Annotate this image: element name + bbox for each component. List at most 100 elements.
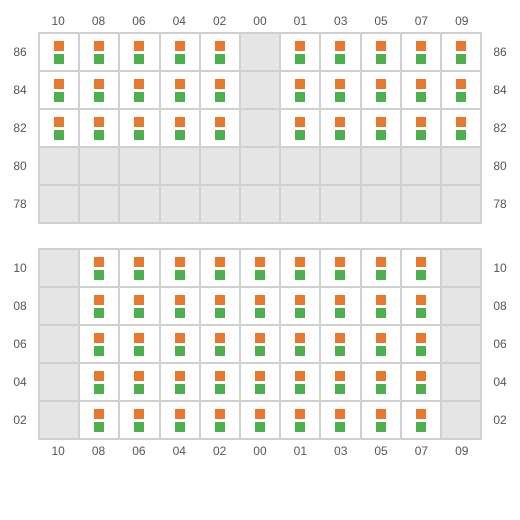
- slot-populated: [320, 363, 360, 401]
- status-marker-top: [94, 409, 104, 419]
- status-marker-top: [175, 295, 185, 305]
- status-marker-top: [175, 79, 185, 89]
- status-marker-bottom: [376, 270, 386, 280]
- slot-empty: [240, 33, 280, 71]
- status-marker-top: [134, 295, 144, 305]
- status-marker-top: [376, 41, 386, 51]
- slot-populated: [39, 71, 79, 109]
- col-header: 00: [240, 14, 280, 28]
- row-label-left: 06: [1, 325, 39, 363]
- status-marker-top: [134, 409, 144, 419]
- status-marker-top: [376, 333, 386, 343]
- status-marker-top: [134, 79, 144, 89]
- slot-populated: [320, 109, 360, 147]
- status-marker-bottom: [94, 308, 104, 318]
- status-marker-bottom: [215, 384, 225, 394]
- status-marker-top: [295, 257, 305, 267]
- status-marker-top: [376, 257, 386, 267]
- status-marker-top: [175, 117, 185, 127]
- status-marker-top: [54, 41, 64, 51]
- row-label-left: 78: [1, 185, 39, 223]
- status-marker-bottom: [376, 384, 386, 394]
- grid-row: [39, 185, 481, 223]
- slot-populated: [280, 325, 320, 363]
- col-header: 09: [442, 14, 482, 28]
- slot-populated: [441, 71, 481, 109]
- status-marker-bottom: [295, 92, 305, 102]
- slot-populated: [240, 401, 280, 439]
- grid-row: [39, 249, 481, 287]
- status-marker-top: [215, 41, 225, 51]
- status-marker-top: [255, 371, 265, 381]
- status-marker-top: [416, 257, 426, 267]
- col-header: 02: [199, 444, 239, 458]
- slot-populated: [401, 71, 441, 109]
- status-marker-bottom: [376, 308, 386, 318]
- slot-populated: [320, 401, 360, 439]
- status-marker-top: [175, 371, 185, 381]
- slot-empty: [39, 363, 79, 401]
- status-marker-top: [456, 117, 466, 127]
- slot-populated: [361, 249, 401, 287]
- slot-populated: [119, 363, 159, 401]
- slot-populated: [401, 401, 441, 439]
- slot-empty: [119, 185, 159, 223]
- status-marker-bottom: [456, 54, 466, 64]
- slot-populated: [200, 363, 240, 401]
- status-marker-bottom: [416, 54, 426, 64]
- status-marker-top: [416, 409, 426, 419]
- col-header: 08: [78, 444, 118, 458]
- slot-populated: [79, 33, 119, 71]
- slot-populated: [200, 71, 240, 109]
- slot-populated: [280, 33, 320, 71]
- grid-row: [39, 401, 481, 439]
- row-label-right: 86: [481, 33, 519, 71]
- slot-empty: [441, 401, 481, 439]
- slot-populated: [79, 363, 119, 401]
- grid-row: [39, 109, 481, 147]
- status-marker-top: [295, 295, 305, 305]
- status-marker-bottom: [335, 346, 345, 356]
- slot-populated: [280, 287, 320, 325]
- status-marker-bottom: [175, 422, 185, 432]
- slot-empty: [401, 185, 441, 223]
- slot-populated: [79, 71, 119, 109]
- grid-row: [39, 325, 481, 363]
- slot-populated: [79, 401, 119, 439]
- col-header: 01: [280, 14, 320, 28]
- col-header: 05: [361, 14, 401, 28]
- rack-diagram: 1008060402000103050709 86868484828280807…: [0, 0, 520, 472]
- slot-populated: [361, 363, 401, 401]
- slot-populated: [361, 401, 401, 439]
- slot-populated: [441, 109, 481, 147]
- slot-populated: [320, 325, 360, 363]
- slot-empty: [240, 71, 280, 109]
- status-marker-bottom: [255, 384, 265, 394]
- slot-populated: [200, 249, 240, 287]
- row-label-right: 84: [481, 71, 519, 109]
- slot-populated: [401, 249, 441, 287]
- status-marker-top: [295, 117, 305, 127]
- status-marker-top: [255, 409, 265, 419]
- status-marker-bottom: [175, 130, 185, 140]
- status-marker-bottom: [295, 270, 305, 280]
- status-marker-bottom: [255, 422, 265, 432]
- status-marker-bottom: [134, 308, 144, 318]
- status-marker-top: [335, 79, 345, 89]
- status-marker-top: [94, 333, 104, 343]
- slot-populated: [361, 33, 401, 71]
- col-header: 02: [199, 14, 239, 28]
- slot-populated: [280, 71, 320, 109]
- col-header: 01: [280, 444, 320, 458]
- slot-populated: [200, 325, 240, 363]
- col-header: 03: [321, 14, 361, 28]
- slot-empty: [160, 147, 200, 185]
- row-label-right: 02: [481, 401, 519, 439]
- grid-row: [39, 147, 481, 185]
- row-label-right: 06: [481, 325, 519, 363]
- row-label-left: 84: [1, 71, 39, 109]
- slot-empty: [240, 185, 280, 223]
- row-label-left: 08: [1, 287, 39, 325]
- col-header: 10: [38, 14, 78, 28]
- row-label-right: 78: [481, 185, 519, 223]
